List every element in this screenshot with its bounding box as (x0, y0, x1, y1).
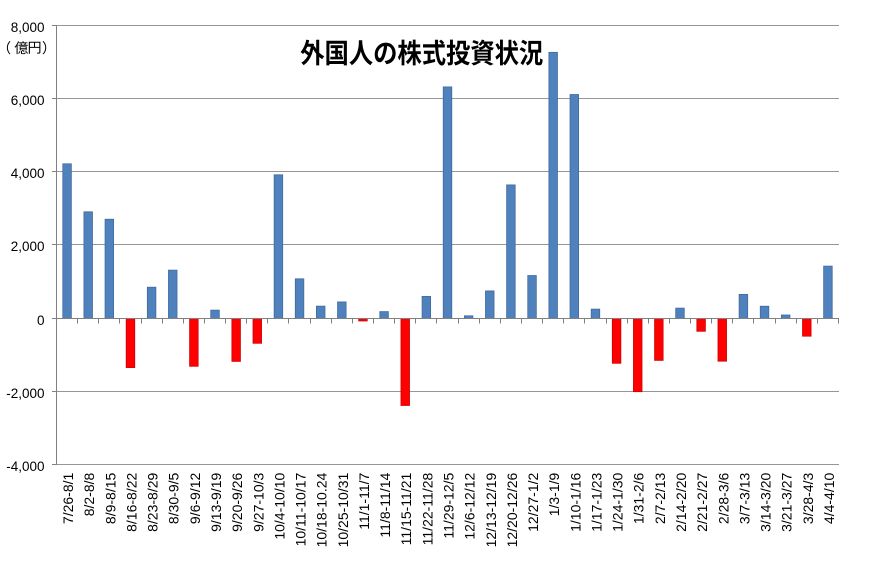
svg-text:12/6-12/12: 12/6-12/12 (462, 472, 478, 539)
svg-text:9/20-9/26: 9/20-9/26 (229, 472, 245, 531)
svg-text:1/31-2/6: 1/31-2/6 (631, 472, 647, 524)
svg-text:1/17-1/23: 1/17-1/23 (588, 472, 604, 531)
svg-text:9/13-9/19: 9/13-9/19 (208, 472, 224, 531)
svg-text:8/9-8/15: 8/9-8/15 (102, 472, 118, 524)
svg-text:4,000: 4,000 (11, 166, 45, 181)
svg-text:3/21-3/27: 3/21-3/27 (779, 472, 795, 531)
svg-text:10/11-10/17: 10/11-10/17 (293, 472, 309, 546)
svg-text:8,000: 8,000 (11, 20, 45, 35)
svg-text:2/21-2/27: 2/21-2/27 (694, 472, 710, 531)
svg-text:9/27-10/3: 9/27-10/3 (250, 472, 266, 531)
svg-text:1/3-1/9: 1/3-1/9 (546, 472, 562, 516)
svg-text:10/25-10/31: 10/25-10/31 (335, 472, 351, 547)
svg-text:11/15-11/21: 11/15-11/21 (398, 472, 414, 545)
svg-text:-4,000: -4,000 (6, 459, 44, 474)
svg-text:12/13-12/19: 12/13-12/19 (483, 472, 499, 547)
svg-text:12/20-12/26: 12/20-12/26 (504, 472, 520, 547)
svg-text:2/7-2/13: 2/7-2/13 (652, 472, 668, 524)
svg-text:4/4-4/10: 4/4-4/10 (821, 472, 837, 524)
svg-text:7/26-8/1: 7/26-8/1 (60, 472, 76, 524)
svg-text:11/29-12/5: 11/29-12/5 (441, 472, 457, 538)
svg-text:2,000: 2,000 (11, 239, 45, 254)
svg-text:8/30-9/5: 8/30-9/5 (166, 472, 182, 524)
svg-text:10/4-10/10: 10/4-10/10 (271, 472, 287, 539)
svg-text:10/18-10.24: 10/18-10.24 (314, 472, 330, 547)
svg-text:1/24-1/30: 1/24-1/30 (610, 472, 626, 531)
svg-text:6,000: 6,000 (11, 93, 45, 108)
svg-text:0: 0 (37, 313, 45, 328)
svg-text:11/22-11/28: 11/22-11/28 (419, 472, 435, 545)
svg-text:11/8-11/14: 11/8-11/14 (377, 472, 393, 537)
svg-text:-2,000: -2,000 (6, 386, 44, 401)
svg-text:2/28-3/6: 2/28-3/6 (715, 472, 731, 524)
svg-text:3/28-4/3: 3/28-4/3 (800, 472, 816, 524)
svg-text:3/7-3/13: 3/7-3/13 (736, 472, 752, 524)
svg-text:8/16-8/22: 8/16-8/22 (123, 472, 139, 531)
svg-text:8/23-8/29: 8/23-8/29 (145, 472, 161, 531)
svg-text:3/14-3/20: 3/14-3/20 (758, 472, 774, 531)
svg-text:11/1-11/7: 11/1-11/7 (356, 472, 372, 529)
svg-text:12/27-1/2: 12/27-1/2 (525, 472, 541, 531)
svg-text:9/6-9/12: 9/6-9/12 (187, 472, 203, 524)
svg-text:2/14-2/20: 2/14-2/20 (673, 472, 689, 531)
svg-text:8/2-8/8: 8/2-8/8 (81, 472, 97, 516)
svg-text:1/10-1/16: 1/10-1/16 (567, 472, 583, 531)
